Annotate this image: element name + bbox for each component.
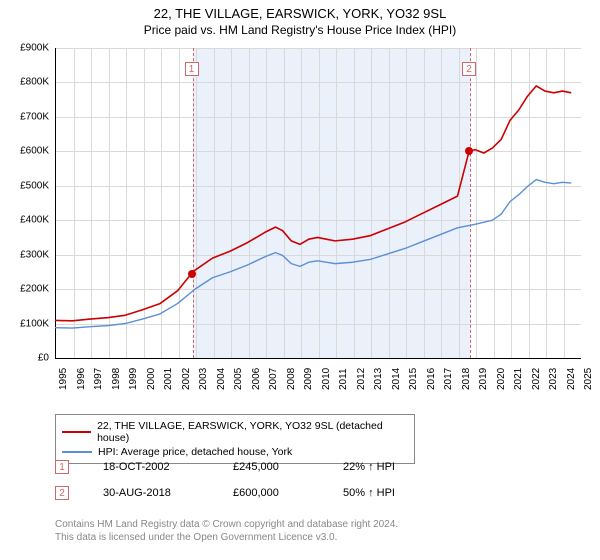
x-axis-label: 2020	[496, 368, 507, 390]
x-axis-label: 2018	[461, 368, 472, 390]
series-svg	[55, 48, 580, 358]
sale-price: £600,000	[233, 487, 343, 499]
x-axis-label: 2002	[181, 368, 192, 390]
x-axis-label: 2012	[356, 368, 367, 390]
x-axis-label: 2000	[146, 368, 157, 390]
y-axis-label: £400K	[0, 215, 49, 226]
sale-row-marker: 2	[55, 486, 69, 500]
x-axis-label: 2001	[163, 368, 174, 390]
x-axis-label: 2021	[513, 368, 524, 390]
legend-label: 22, THE VILLAGE, EARSWICK, YORK, YO32 9S…	[97, 420, 408, 444]
series-hpi	[55, 180, 571, 328]
x-axis-label: 2017	[443, 368, 454, 390]
sale-row: 1 18-OCT-2002£245,00022% ↑ HPI	[55, 460, 463, 474]
x-axis-label: 2016	[426, 368, 437, 390]
sale-row-marker: 1	[55, 460, 69, 474]
x-axis-label: 1995	[58, 368, 69, 390]
sale-date: 30-AUG-2018	[103, 487, 233, 499]
x-axis-label: 2013	[373, 368, 384, 390]
legend-swatch	[62, 451, 92, 453]
sale-delta: 22% ↑ HPI	[343, 461, 463, 473]
sale-point	[465, 147, 473, 155]
y-axis-label: £200K	[0, 284, 49, 295]
x-axis-label: 2014	[391, 368, 402, 390]
legend-row: 22, THE VILLAGE, EARSWICK, YORK, YO32 9S…	[62, 419, 408, 445]
y-axis-label: £600K	[0, 146, 49, 157]
x-axis-label: 2009	[303, 368, 314, 390]
legend-label: HPI: Average price, detached house, York	[98, 446, 292, 458]
x-axis-label: 2022	[531, 368, 542, 390]
attribution-line-2: This data is licensed under the Open Gov…	[55, 531, 398, 544]
y-axis-label: £900K	[0, 43, 49, 54]
sale-date: 18-OCT-2002	[103, 461, 233, 473]
chart-container: 22, THE VILLAGE, EARSWICK, YORK, YO32 9S…	[0, 0, 600, 560]
x-axis-label: 2004	[216, 368, 227, 390]
series-price_paid	[55, 86, 571, 321]
x-axis-label: 2007	[268, 368, 279, 390]
x-axis-label: 1998	[111, 368, 122, 390]
x-axis-label: 1999	[128, 368, 139, 390]
y-axis-label: £0	[0, 353, 49, 364]
x-axis-label: 2005	[233, 368, 244, 390]
x-axis-label: 2010	[321, 368, 332, 390]
sale-price: £245,000	[233, 461, 343, 473]
x-axis-label: 2008	[286, 368, 297, 390]
sale-row: 2 30-AUG-2018£600,00050% ↑ HPI	[55, 486, 463, 500]
y-axis-label: £800K	[0, 77, 49, 88]
y-axis-label: £500K	[0, 180, 49, 191]
x-axis-label: 2024	[566, 368, 577, 390]
y-axis-label: £100K	[0, 318, 49, 329]
x-axis-label: 2003	[198, 368, 209, 390]
sale-delta: 50% ↑ HPI	[343, 487, 463, 499]
x-axis-label: 2019	[478, 368, 489, 390]
y-axis-label: £700K	[0, 111, 49, 122]
attribution-line-1: Contains HM Land Registry data © Crown c…	[55, 518, 398, 531]
x-axis-label: 2011	[338, 368, 349, 390]
legend-box: 22, THE VILLAGE, EARSWICK, YORK, YO32 9S…	[55, 414, 415, 464]
y-axis-label: £300K	[0, 249, 49, 260]
sale-point	[188, 270, 196, 278]
x-axis-label: 1997	[93, 368, 104, 390]
x-axis-label: 2023	[548, 368, 559, 390]
x-axis-label: 2025	[583, 368, 594, 390]
legend-swatch	[62, 431, 91, 433]
attribution: Contains HM Land Registry data © Crown c…	[55, 518, 398, 544]
legend-row: HPI: Average price, detached house, York	[62, 445, 408, 459]
x-axis-label: 2015	[408, 368, 419, 390]
chart-area: £0 £100K £200K £300K £400K £500K £600K £700K £80…	[0, 0, 600, 560]
x-axis-label: 1996	[76, 368, 87, 390]
x-axis-label: 2006	[251, 368, 262, 390]
